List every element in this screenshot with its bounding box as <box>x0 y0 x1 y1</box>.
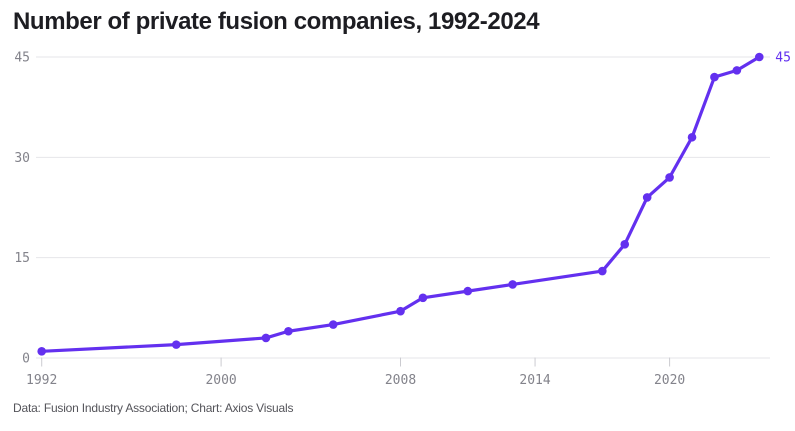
data-point <box>598 266 607 276</box>
data-point <box>687 132 697 142</box>
data-point <box>620 239 630 249</box>
x-axis-tick-label: 1992 <box>26 373 57 388</box>
data-point <box>37 347 46 356</box>
y-axis-tick-label: 15 <box>14 251 30 266</box>
x-axis-tick-label: 2020 <box>654 373 685 388</box>
data-point <box>284 326 293 336</box>
data-point <box>732 66 742 75</box>
axis-labels: 0 15 30 45 1992 2000 2008 2014 2020 <box>14 51 685 389</box>
data-point <box>396 306 405 316</box>
x-axis-tick-label: 2008 <box>385 373 416 388</box>
y-axis-tick-label: 45 <box>14 51 30 66</box>
line-series <box>37 52 764 356</box>
data-point <box>665 173 674 182</box>
x-axis-tick-label: 2000 <box>205 373 236 388</box>
data-point <box>418 293 428 303</box>
gridlines <box>36 56 770 359</box>
data-point <box>508 280 517 289</box>
data-point <box>710 72 719 82</box>
end-value-annotation: 45 <box>775 51 791 66</box>
data-point <box>642 193 652 202</box>
end-value-label: 45 <box>775 51 791 66</box>
y-axis-tick-label: 30 <box>14 151 30 166</box>
data-point <box>171 340 181 349</box>
source-credit: Data: Fusion Industry Association; Chart… <box>13 401 294 415</box>
data-point <box>328 320 338 329</box>
x-axis-tick-label: 2014 <box>519 373 550 388</box>
data-point <box>261 333 271 343</box>
data-point <box>463 286 473 296</box>
axis-ticks <box>41 357 671 367</box>
y-axis-tick-label: 0 <box>22 352 30 367</box>
data-point <box>755 52 764 62</box>
chart-title: Number of private fusion companies, 1992… <box>13 8 540 35</box>
